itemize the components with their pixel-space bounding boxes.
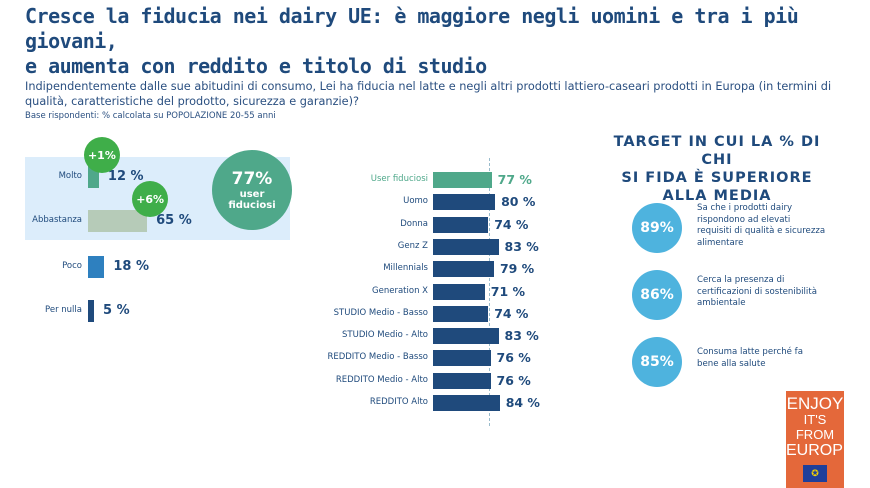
bar [433, 350, 491, 367]
bar-label: REDDITO Medio - Basso [327, 352, 428, 363]
value-label: 71 % [490, 283, 526, 299]
percent-circle: 86% [632, 270, 682, 320]
value-label: 74 % [494, 216, 529, 232]
target-description: Consuma latte perché fa bene alla salute [697, 347, 803, 369]
bar-label: STUDIO Medio - Basso [333, 307, 428, 318]
title-line-1: Cresce la fiducia nei dairy UE: è maggio… [25, 4, 799, 53]
bar-label: Generation X [372, 285, 428, 296]
logo-line: EUROPE [786, 442, 854, 459]
enjoy-europe-logo: ENJOY IT'S FROM EUROPE ✪ [786, 391, 854, 488]
right-title-line: TARGET IN CUI LA % DI CHI [613, 134, 821, 168]
value-label: 12 % [107, 169, 144, 184]
delta-badge: +1% [83, 137, 120, 173]
value-label: 5 % [103, 303, 130, 318]
title-line-2: e aumenta con reddito e titolo di studio [25, 54, 487, 78]
bar-label: Per nulla [45, 305, 82, 315]
bar-label: Abbastanza [32, 215, 82, 225]
bar-label: STUDIO Medio - Alto [342, 330, 428, 341]
survey-question: Indipendentemente dalle sue abitudini di… [25, 80, 832, 108]
percent-circle: 89% [632, 203, 682, 253]
value-label: 76 % [496, 372, 531, 388]
bar-label: Genz Z [397, 240, 428, 251]
delta-badge: +6% [132, 181, 169, 217]
right-title: TARGET IN CUI LA % DI CHI SI FIDA È SUPER… [602, 133, 832, 205]
summary-label: user fiduciosi [228, 189, 276, 211]
value-label: 74 % [494, 305, 529, 321]
logo-line: ENJOY [786, 394, 844, 413]
bar [433, 194, 496, 211]
summary-bubble: 77% user fiduciosi [212, 150, 292, 230]
value-label: 76 % [496, 350, 531, 366]
bar [88, 256, 105, 278]
bar [433, 305, 489, 322]
value-label: 80 % [501, 194, 536, 210]
bar [433, 216, 489, 233]
value-label: 83 % [504, 328, 539, 344]
eu-flag-icon: ✪ [803, 465, 827, 482]
percent-circle: 85% [632, 337, 682, 387]
value-label: 84 % [505, 395, 540, 410]
base-note: Base rispondenti: % calcolata su POPOLAZ… [25, 111, 276, 121]
bar [433, 261, 494, 278]
bar-label: REDDITO Medio - Alto [335, 374, 428, 385]
page-title: Cresce la fiducia nei dairy UE: è maggio… [25, 4, 870, 79]
value-label: 77 % [497, 172, 532, 187]
value-label: 18 % [113, 259, 150, 274]
bar [433, 328, 499, 345]
bar-label: Donna [400, 218, 428, 229]
target-description: Sa che i prodotti dairy rispondono ad el… [697, 203, 826, 248]
bar-label: Millennials [383, 263, 428, 274]
value-label: 65 % [156, 213, 192, 228]
bar [433, 172, 492, 188]
bar [433, 283, 485, 300]
summary-value: 77% [231, 169, 273, 189]
right-title-line: SI FIDA È SUPERIORE [621, 170, 813, 186]
bar [88, 166, 99, 188]
value-label: 79 % [499, 261, 535, 277]
logo-line: IT'S FROM [795, 412, 835, 442]
bar [433, 395, 500, 411]
value-label: 83 % [504, 238, 539, 254]
bar [433, 238, 499, 255]
bar [433, 372, 491, 389]
bar-label: Uomo [403, 196, 428, 207]
bar-label: Molto [58, 171, 82, 181]
bar [88, 300, 94, 322]
bar-label: REDDITO Alto [369, 397, 428, 407]
target-description: Cerca la presenza di certificazioni di s… [697, 275, 817, 308]
reference-line [489, 158, 490, 426]
bar [88, 210, 148, 232]
right-title-line: ALLA MEDIA [662, 188, 772, 204]
bar-label: Poco [62, 261, 82, 271]
bar-label: User fiduciosi [370, 174, 428, 184]
